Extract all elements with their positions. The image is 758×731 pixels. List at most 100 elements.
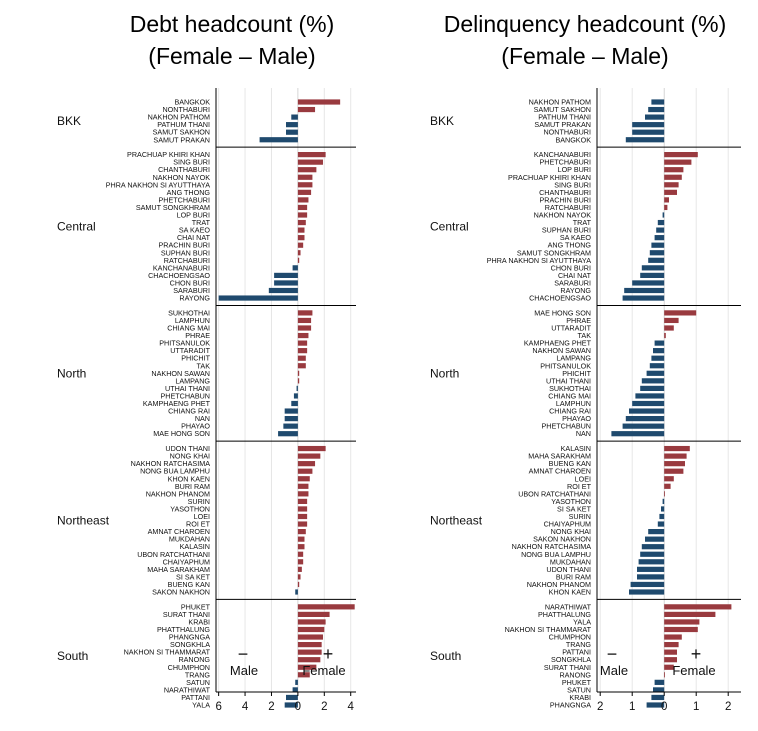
province-label: BUENG KAN bbox=[549, 459, 591, 468]
x-tick-label: 2 bbox=[268, 701, 274, 713]
province-label: NARATHIWAT bbox=[545, 602, 592, 611]
bar-si-sa-ket bbox=[297, 574, 301, 580]
province-label: CHIANG MAI bbox=[167, 324, 210, 333]
province-label: TAK bbox=[197, 361, 211, 370]
bar-khon-kaen bbox=[629, 589, 665, 595]
province-label: CHANTHABURI bbox=[158, 165, 210, 174]
bar-amnat-charoen bbox=[297, 529, 306, 535]
province-label: NAN bbox=[576, 429, 591, 438]
bar-ranong bbox=[664, 672, 665, 678]
region-label: North bbox=[430, 366, 459, 380]
bar-phrae bbox=[664, 317, 679, 324]
province-label: UTHAI THANI bbox=[546, 376, 591, 385]
bar-samut-songkhram bbox=[649, 250, 665, 256]
bar-kamphaeng-phet bbox=[654, 340, 665, 346]
bar-suphan-buri bbox=[656, 227, 665, 233]
region-label: Northeast bbox=[430, 513, 483, 527]
province-label: ANG THONG bbox=[167, 188, 211, 197]
province-label: CHUMPHON bbox=[549, 633, 591, 642]
province-label: SARABURI bbox=[554, 278, 591, 287]
province-label: PHRA NAKHON SI AYUTTHAYA bbox=[487, 256, 591, 265]
bar-amnat-charoen bbox=[664, 468, 684, 474]
bar-phangnga bbox=[297, 634, 323, 640]
bar-udon-thani bbox=[297, 445, 326, 452]
province-label: TRANG bbox=[185, 670, 211, 679]
x-tick-label: 0 bbox=[661, 701, 667, 713]
bar-chumphon bbox=[297, 664, 317, 670]
province-label: SAMUT SONGKHRAM bbox=[517, 248, 591, 257]
province-label: NAKHON SAWAN bbox=[151, 369, 210, 378]
province-label: RATCHABURI bbox=[545, 203, 591, 212]
province-label: LOEI bbox=[194, 512, 210, 521]
plus-sign: + bbox=[691, 644, 702, 664]
province-label: MUKDAHAN bbox=[550, 557, 591, 566]
province-label: SATUN bbox=[567, 685, 591, 694]
bar-surat-thani bbox=[664, 664, 674, 670]
bar-nan bbox=[284, 416, 298, 422]
bar-chon-buri bbox=[641, 265, 665, 271]
bar-phatthalung bbox=[664, 611, 716, 617]
x-tick-label: 1 bbox=[629, 701, 635, 713]
province-label: SONGKHLA bbox=[170, 640, 210, 649]
province-label: NAKHON SAWAN bbox=[532, 346, 591, 355]
x-tick-label: 1 bbox=[693, 701, 699, 713]
province-label: SA KAEO bbox=[560, 233, 592, 242]
plus-sign: + bbox=[323, 644, 334, 664]
province-label: KRABI bbox=[188, 617, 210, 626]
bar-nakhon-pathom bbox=[291, 114, 298, 120]
bar-uttaradit bbox=[664, 325, 674, 331]
bar-satun bbox=[295, 679, 298, 685]
bar-surin bbox=[659, 513, 665, 520]
province-label: MAHA SARAKHAM bbox=[528, 452, 591, 461]
bar-nakhon-phanom bbox=[297, 491, 309, 497]
province-label: KRABI bbox=[569, 693, 591, 702]
bar-mae-hong-son bbox=[278, 431, 298, 437]
province-label: RAYONG bbox=[179, 294, 210, 303]
bar-chiang-mai bbox=[297, 325, 312, 331]
bar-nakhon-nayok bbox=[662, 212, 665, 218]
province-label: CHIANG MAI bbox=[548, 391, 591, 400]
region-label: BKK bbox=[430, 114, 454, 128]
bar-loei bbox=[664, 476, 674, 482]
bar-kalasin bbox=[664, 445, 690, 452]
bar-maha-sarakham bbox=[297, 566, 302, 572]
bar-chanthaburi bbox=[664, 189, 677, 195]
bar-kanchanaburi bbox=[292, 265, 298, 271]
province-label: NONG BUA LAMPHU bbox=[140, 467, 210, 476]
bar-uthai-thani bbox=[641, 378, 665, 384]
minus-sign: − bbox=[238, 644, 249, 664]
bar-kanchanaburi bbox=[664, 152, 698, 158]
bar-pathum-thani bbox=[286, 122, 298, 128]
province-label: CHAIYAPHUM bbox=[544, 520, 591, 529]
female-label: Female bbox=[672, 663, 715, 678]
bar-bueng-kan bbox=[664, 461, 685, 467]
province-label: TAK bbox=[578, 331, 592, 340]
province-label: PATTANI bbox=[181, 693, 210, 702]
chart-title-line-2: (Female – Male) bbox=[501, 43, 669, 69]
province-label: NONTHABURI bbox=[543, 128, 591, 137]
bar-roi-et bbox=[297, 521, 308, 527]
male-label: Male bbox=[230, 663, 258, 678]
bar-samut-sakhon bbox=[286, 129, 298, 135]
bar-lop-buri bbox=[664, 167, 684, 173]
province-label: PHITSANULOK bbox=[159, 339, 210, 348]
province-label: NAKHON SI THAMMARAT bbox=[505, 625, 592, 634]
bar-samut-sakhon bbox=[648, 106, 665, 113]
region-label: North bbox=[57, 366, 86, 380]
bar-lampang bbox=[297, 378, 300, 384]
province-label: RAYONG bbox=[560, 286, 591, 295]
province-label: CHACHOENGSAO bbox=[529, 294, 591, 303]
province-label: CHACHOENGSAO bbox=[148, 271, 210, 280]
province-label: PHAYAO bbox=[562, 414, 591, 423]
bar-yasothon bbox=[662, 498, 665, 504]
bar-mukdahan bbox=[638, 559, 665, 565]
bar-nong-bua-lamphu bbox=[640, 551, 665, 557]
minus-sign: − bbox=[607, 644, 618, 664]
province-label: ROI ET bbox=[567, 482, 592, 491]
bar-nakhon-nayok bbox=[297, 174, 313, 180]
province-label: BURI RAM bbox=[175, 482, 210, 491]
province-label: PHATTHALUNG bbox=[538, 610, 591, 619]
chart-title-line-1: Debt headcount (%) bbox=[129, 11, 335, 37]
bar-chai-nat bbox=[640, 272, 665, 278]
